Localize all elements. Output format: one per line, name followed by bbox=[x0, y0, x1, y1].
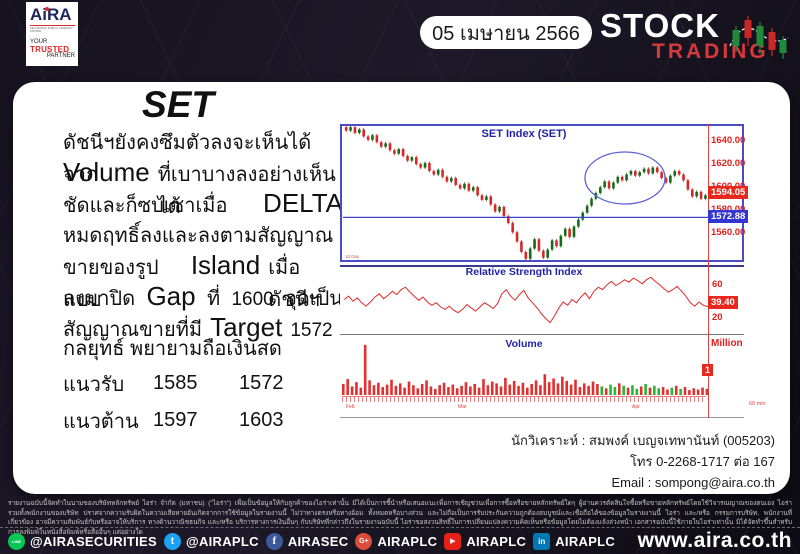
line-icon: LINE bbox=[8, 532, 25, 550]
price-tick: 1620.00 bbox=[711, 158, 746, 169]
volume-pane bbox=[340, 337, 744, 418]
twitter-icon: t bbox=[163, 532, 181, 550]
interval-label: 60 min bbox=[749, 401, 766, 407]
volume-value-badge: 1 bbox=[702, 364, 714, 376]
social-youtube[interactable]: ▶ AIRAPLC bbox=[444, 532, 526, 550]
googleplus-icon: G+ bbox=[355, 532, 373, 550]
candlestick-chart bbox=[343, 126, 711, 260]
rsi-value-badge: 39.40 bbox=[708, 296, 738, 309]
rsi-tick: 20 bbox=[712, 312, 723, 323]
volume-bar-chart bbox=[342, 344, 709, 395]
disclaimer-text: รายงานฉบับนี้จัดทำในนามของบริษัทหลักทรัพ… bbox=[8, 500, 792, 536]
keyword-delta: DELTA bbox=[263, 188, 343, 218]
stock-trading-logo: STOCK TRADING bbox=[600, 9, 790, 62]
price-tick: 1640.00 bbox=[711, 135, 746, 146]
youtube-icon: ▶ bbox=[444, 532, 462, 550]
support-row: แนวรับ 1585 1572 bbox=[63, 372, 284, 396]
report-card: SET ดัชนีฯยังคงซึมตัวลงจะเห็นได้จาก Volu… bbox=[13, 82, 790, 494]
month-label: Mar bbox=[458, 404, 467, 410]
social-line[interactable]: LINE @AIRASECURITIES bbox=[8, 532, 157, 550]
chart-watermark: 1d Day bbox=[345, 254, 360, 259]
support-line-badge: 1572.88 bbox=[708, 210, 749, 223]
price-axis-line bbox=[708, 124, 709, 418]
aira-logo-text: AiRA bbox=[30, 5, 72, 24]
analysis-paragraph: ดัชนีฯยังคงซึมตัวลงจะเห็นได้จาก Volume ท… bbox=[63, 126, 343, 343]
keyword-gap: Gap bbox=[146, 281, 196, 311]
price-tick: 1560.00 bbox=[711, 227, 746, 238]
website-link[interactable]: www.aira.co.th bbox=[637, 529, 792, 552]
facebook-icon: f bbox=[265, 532, 283, 550]
strategy-line: กลยุทธ์ พยายามถือเงินสด bbox=[63, 338, 282, 360]
last-price-badge: 1594.05 bbox=[708, 186, 749, 199]
page-title: SET bbox=[142, 84, 214, 125]
footer-social-bar: LINE @AIRASECURITIES t @AIRAPLC f AIRASE… bbox=[0, 527, 800, 554]
report-date: 05 เมษายน 2566 bbox=[420, 16, 592, 49]
keyword-volume: Volume bbox=[63, 157, 150, 187]
month-label: Apr bbox=[632, 404, 640, 410]
social-facebook[interactable]: f AIRASEC bbox=[265, 532, 349, 550]
aira-logo: AiRA SECURITIES PUBLIC COMPANY LIMITED Y… bbox=[26, 2, 78, 66]
analyst-phone: โทร 0-2268-1717 ต่อ 167 bbox=[629, 454, 775, 469]
logo-subtext: SECURITIES PUBLIC COMPANY LIMITED bbox=[30, 25, 75, 33]
analyst-email: Email : sompong@aira.co.th bbox=[611, 475, 776, 490]
social-twitter[interactable]: t @AIRAPLC bbox=[163, 532, 259, 550]
set-index-pane: 1d Day bbox=[340, 124, 744, 262]
chart-panel: 1d Day SET Index (SET) Relative Strength… bbox=[340, 124, 780, 424]
rsi-line-chart bbox=[343, 276, 708, 324]
candlestick-logo-icon bbox=[729, 16, 789, 59]
rsi-tick: 60 bbox=[712, 279, 723, 290]
price-tick: 1580.00 bbox=[711, 204, 745, 215]
month-label: Feb bbox=[346, 404, 355, 410]
logo-i-dot bbox=[45, 7, 49, 11]
social-linkedin[interactable]: in AIRAPLC bbox=[533, 532, 615, 550]
support-resistance-table: แนวรับ 1585 1572 แนวต้าน 1597 1603 bbox=[63, 365, 323, 439]
keyword-island: Island bbox=[190, 250, 261, 280]
analyst-name: นักวิเคราะห์ : สมพงค์ เบญจเทพานันท์ (005… bbox=[511, 433, 775, 448]
paragraph-line: ดัชนีฯยังคงซึมตัวลงจะเห็นได้จาก bbox=[63, 132, 312, 186]
keyword-target: Target bbox=[210, 312, 283, 342]
rsi-pane bbox=[340, 265, 744, 335]
linkedin-icon: in bbox=[533, 532, 551, 550]
logo-tagline: YOUR TRUSTED PARTNER bbox=[30, 39, 75, 59]
set-chart-title: SET Index (SET) bbox=[481, 128, 567, 140]
volume-chart-title: Volume bbox=[505, 338, 543, 350]
volume-unit-label: Million bbox=[711, 338, 743, 349]
analyst-block: นักวิเคราะห์ : สมพงค์ เบญจเทพานันท์ (005… bbox=[413, 430, 775, 493]
social-googleplus[interactable]: G+ AIRAPLC bbox=[355, 532, 437, 550]
resistance-row: แนวต้าน 1597 1603 bbox=[63, 409, 284, 433]
x-axis-tick-strip bbox=[342, 396, 706, 402]
rsi-chart-title: Relative Strength Index bbox=[465, 266, 583, 278]
